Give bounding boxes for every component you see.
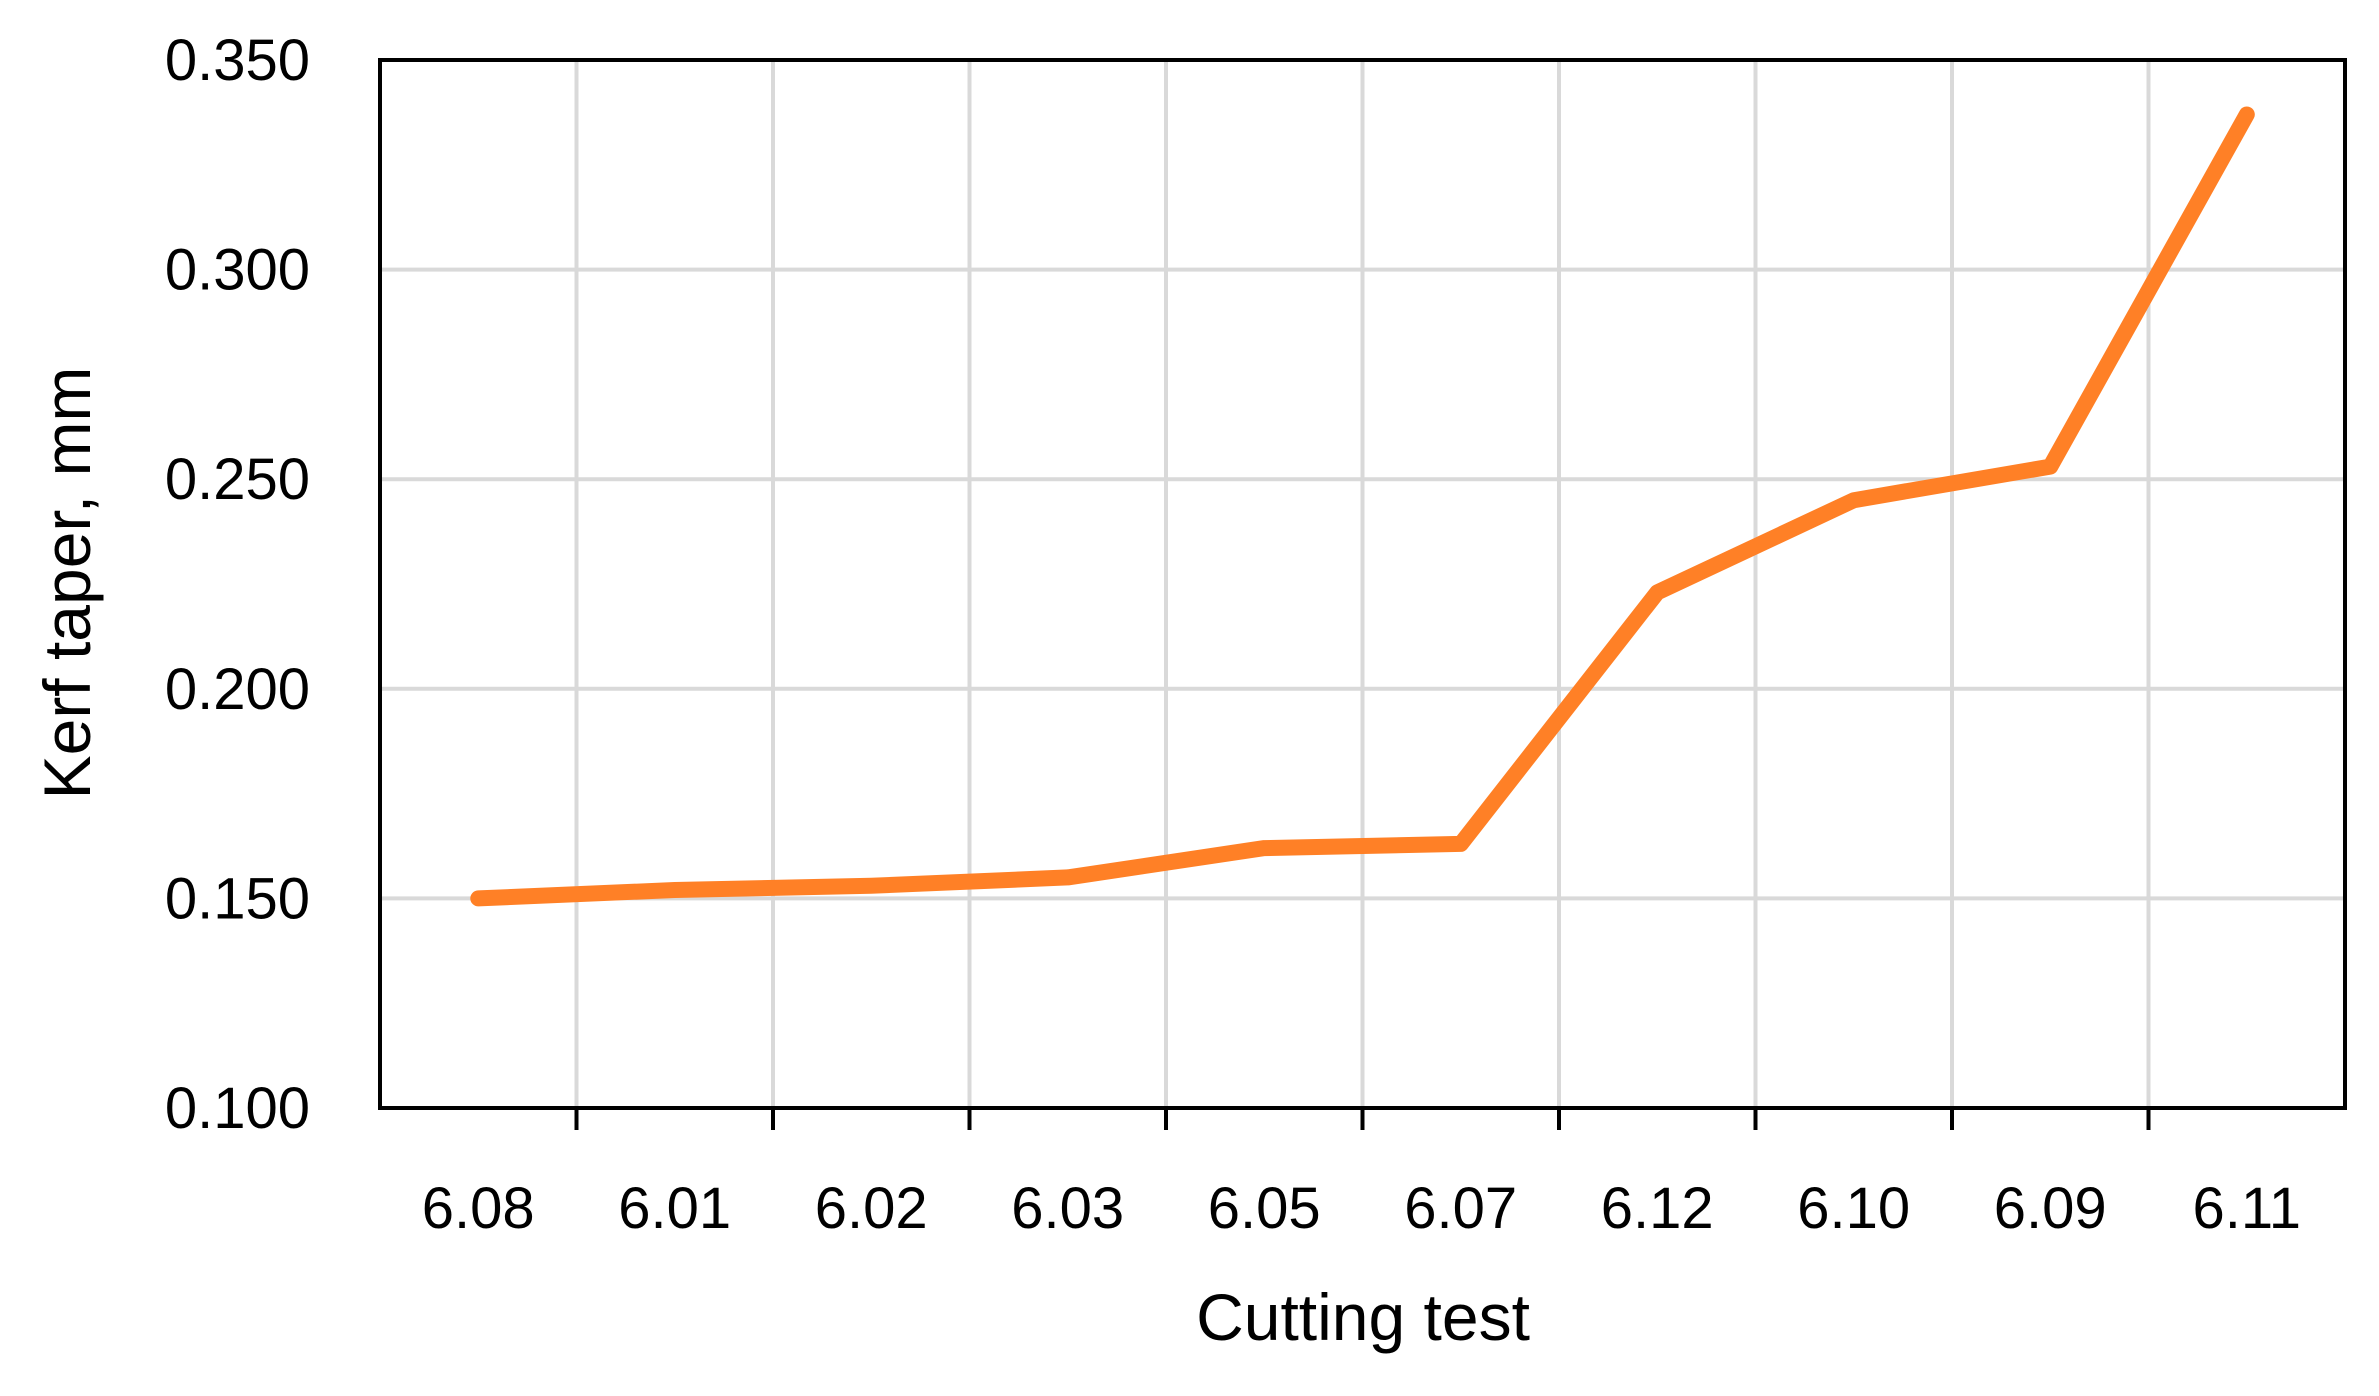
- axes: [378, 58, 2347, 1130]
- y-axis-title: Kerf taper, mm: [30, 367, 104, 800]
- data-point: [2049, 466, 2051, 468]
- x-tick-label: 6.10: [1797, 1176, 1910, 1241]
- y-tick-label: 0.250: [165, 447, 310, 512]
- series-line: [470, 106, 2255, 907]
- data-point: [2246, 113, 2248, 115]
- x-tick-label: 6.02: [815, 1176, 928, 1241]
- x-tick-label: 6.08: [422, 1176, 535, 1241]
- data-series: [470, 106, 2255, 907]
- x-tick-label: 6.05: [1208, 1176, 1321, 1241]
- x-axis-title: Cutting test: [1196, 1280, 1530, 1354]
- y-tick-label: 0.100: [165, 1076, 310, 1141]
- x-tick-label: 6.07: [1404, 1176, 1517, 1241]
- x-tick-label: 6.03: [1011, 1176, 1124, 1241]
- data-point: [1263, 847, 1265, 849]
- y-tick-label: 0.200: [165, 657, 310, 722]
- y-tick-label: 0.150: [165, 866, 310, 931]
- data-point: [870, 885, 872, 887]
- x-tick-label: 6.01: [618, 1176, 731, 1241]
- data-point: [1853, 499, 1855, 501]
- x-tick-label: 6.11: [2192, 1176, 2301, 1241]
- data-point: [1067, 876, 1069, 878]
- data-point: [1460, 843, 1462, 845]
- y-tick-labels: 0.100 0.150 0.200 0.250 0.300 0.350: [165, 28, 310, 1141]
- data-point: [1656, 591, 1658, 593]
- y-tick-label: 0.300: [165, 238, 310, 303]
- data-point: [477, 897, 479, 899]
- data-point: [674, 889, 676, 891]
- y-tick-label: 0.350: [165, 28, 310, 93]
- gridlines: [380, 58, 2345, 1110]
- x-tick-labels: 6.08 6.01 6.02 6.03 6.05 6.07 6.12 6.10 6.09 6.11: [422, 1176, 2301, 1241]
- x-tick-label: 6.12: [1601, 1176, 1714, 1241]
- x-tick-label: 6.09: [1994, 1176, 2107, 1241]
